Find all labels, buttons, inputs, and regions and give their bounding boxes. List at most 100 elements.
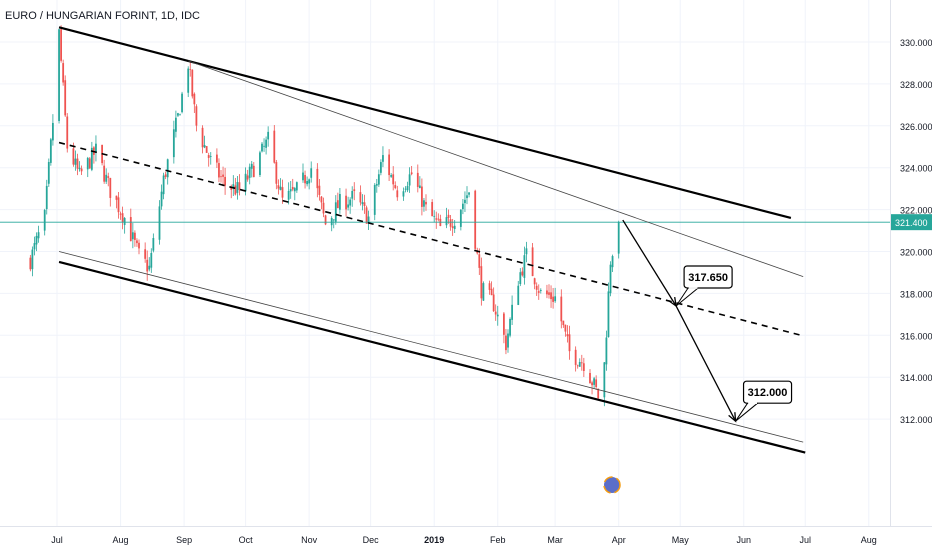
candle-body — [203, 145, 206, 148]
symbol-title: EURO / HUNGARIAN FORINT, 1D, IDC — [5, 10, 200, 22]
candle-body — [29, 257, 32, 270]
candle-body — [447, 214, 450, 218]
candle-body — [523, 255, 526, 278]
candle-body — [554, 296, 557, 302]
candle-body — [359, 192, 362, 203]
candle-body — [410, 172, 413, 175]
candle-body — [431, 202, 434, 217]
candle-body — [451, 226, 454, 229]
candle-body — [593, 378, 595, 385]
candle-body — [589, 372, 591, 384]
candle-body — [503, 313, 505, 335]
time-tick-label: Aug — [113, 535, 129, 545]
trendline-upper-channel[interactable] — [58, 26, 792, 220]
event-marker-icon[interactable] — [604, 477, 620, 493]
candle-body — [123, 218, 126, 225]
candle-body — [351, 190, 354, 199]
candle-body — [121, 213, 124, 223]
time-tick-label: May — [672, 535, 690, 545]
candle-body — [582, 363, 585, 371]
candle-body — [218, 163, 220, 178]
target-annotations: 317.650 312.000 — [675, 265, 793, 422]
candle-body — [234, 185, 237, 195]
candle-body — [392, 174, 395, 185]
candle-body — [252, 165, 255, 178]
candle-body — [58, 29, 60, 121]
candle-body — [617, 222, 620, 254]
candle-body — [224, 176, 226, 186]
candle-body — [380, 162, 382, 173]
candle-body — [402, 191, 405, 197]
time-axis[interactable]: Jul Aug Sep Oct Nov Dec 2019 Feb Mar Apr May Jun Jul… — [51, 535, 877, 545]
candle-body — [267, 131, 270, 140]
candle-body — [78, 167, 81, 170]
candle-body — [31, 249, 34, 270]
price-tick-label: 322.000 — [900, 206, 932, 216]
candle-body — [552, 296, 554, 302]
candle-body — [160, 191, 163, 207]
candle-body — [404, 188, 407, 190]
trendline-inner-support[interactable] — [58, 251, 804, 443]
candle-body — [363, 202, 366, 207]
annotation-box — [683, 265, 733, 289]
candle-body — [152, 238, 155, 251]
candle-body — [107, 176, 110, 178]
candle-body — [609, 264, 612, 294]
candle-body — [129, 217, 132, 242]
candle-body — [511, 304, 513, 320]
time-tick-label: Jul — [51, 535, 63, 545]
trendline-inner-resistance[interactable] — [188, 60, 804, 278]
candle-body — [408, 174, 411, 186]
candle-body — [95, 143, 97, 153]
annotation-label: 312.000 — [748, 387, 788, 399]
candle-body — [468, 192, 470, 195]
candle-body — [289, 189, 292, 192]
candle-body — [60, 29, 62, 61]
candle-body — [158, 206, 161, 240]
candle-body — [425, 201, 427, 205]
time-tick-label: Sep — [176, 535, 192, 545]
candle-body — [146, 259, 149, 272]
candle-body — [525, 248, 528, 255]
candle-body — [37, 232, 40, 239]
candle-body — [339, 194, 341, 210]
candle-body — [353, 189, 356, 192]
candle-body — [464, 199, 466, 204]
candle-body — [509, 318, 511, 336]
candle-body — [248, 166, 251, 178]
candle-body — [181, 93, 183, 113]
projection-arrow — [675, 305, 737, 422]
candle-body — [433, 215, 436, 217]
candle-body — [293, 188, 296, 192]
candle-body — [295, 182, 298, 191]
candle-body — [261, 143, 263, 152]
candle-body — [607, 291, 610, 338]
trendline-lower-channel[interactable] — [58, 260, 806, 454]
event-marker-ring — [603, 476, 621, 494]
price-tick-label: 318.000 — [900, 289, 932, 299]
candle-body — [533, 278, 536, 285]
candle-body — [574, 349, 577, 365]
candle-body — [449, 219, 452, 227]
candle-body — [375, 184, 378, 186]
time-tick-label: Aug — [861, 535, 877, 545]
price-tick-label: 314.000 — [900, 373, 932, 383]
event-marker[interactable] — [603, 476, 621, 494]
candle-body — [66, 116, 69, 149]
candle-body — [279, 186, 282, 190]
candle-body — [47, 162, 50, 184]
candle-body — [480, 266, 483, 299]
candle-body — [49, 139, 52, 163]
candle-body — [507, 333, 509, 348]
candle-body — [406, 185, 409, 191]
candle-body — [373, 185, 376, 215]
candle-body — [302, 172, 304, 181]
candle-body — [74, 158, 77, 165]
candle-body — [517, 285, 520, 305]
candle-body — [209, 156, 212, 157]
price-tick-label: 326.000 — [900, 122, 932, 132]
candle-body — [238, 182, 241, 191]
price-axis[interactable]: 330.000 328.000 326.000 324.000 322.000 320.0… — [891, 38, 932, 425]
